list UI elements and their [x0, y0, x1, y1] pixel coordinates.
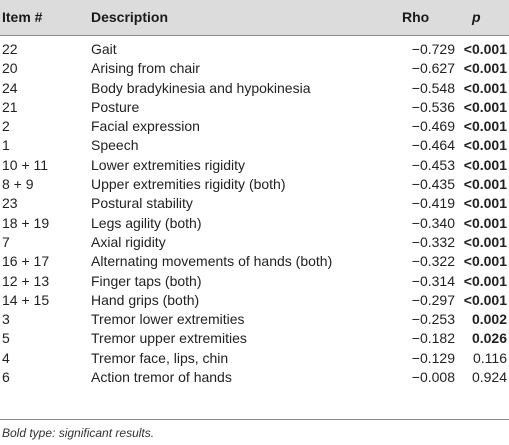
cell-p: <0.001: [463, 291, 507, 308]
cell-description: Tremor lower extremities: [91, 311, 245, 328]
cell-rho: −0.340: [411, 214, 455, 231]
header-rho: Rho: [402, 9, 430, 25]
table-row: 20 Arising from chair −0.627 <0.001: [0, 59, 509, 78]
cell-item: 3: [2, 311, 10, 328]
cell-rho: −0.182: [411, 330, 455, 347]
cell-p: <0.001: [463, 214, 507, 231]
cell-rho: −0.008: [411, 369, 455, 386]
cell-item: 2: [2, 118, 10, 135]
cell-p: <0.001: [463, 176, 507, 193]
table-row: 16 + 17 Alternating movements of hands (b…: [0, 252, 509, 271]
cell-description: Facial expression: [91, 118, 200, 135]
cell-item: 6: [2, 369, 10, 386]
cell-p: 0.002: [471, 311, 507, 328]
table-row: 7 Axial rigidity −0.332 <0.001: [0, 233, 509, 252]
cell-description: Axial rigidity: [91, 233, 166, 250]
cell-description: Body bradykinesia and hypokinesia: [91, 79, 311, 96]
table-row: 18 + 19 Legs agility (both) −0.340 <0.001: [0, 214, 509, 233]
table-footnote: Bold type: significant results.: [2, 426, 155, 440]
cell-item: 23: [2, 195, 18, 212]
cell-description: Legs agility (both): [91, 214, 202, 231]
cell-item: 12 + 13: [2, 272, 50, 289]
table-row: 22 Gait −0.729 <0.001: [0, 40, 509, 59]
cell-item: 1: [2, 137, 10, 154]
cell-description: Finger taps (both): [91, 272, 202, 289]
table-row: 5 Tremor upper extremities −0.182 0.026: [0, 329, 509, 348]
table-header: Item # Description Rho p: [0, 0, 509, 36]
cell-rho: −0.536: [411, 98, 455, 115]
header-p: p: [472, 9, 481, 25]
table-row: 6 Action tremor of hands −0.008 0.924: [0, 368, 509, 387]
cell-rho: −0.469: [411, 118, 455, 135]
cell-item: 8 + 9: [2, 176, 34, 193]
table-row: 2 Facial expression −0.469 <0.001: [0, 117, 509, 136]
cell-p: <0.001: [463, 156, 507, 173]
table-row: 10 + 11 Lower extremities rigidity −0.453 <…: [0, 156, 509, 175]
cell-rho: −0.464: [411, 137, 455, 154]
table-row: 24 Body bradykinesia and hypokinesia −0.54…: [0, 79, 509, 98]
cell-item: 5: [2, 330, 10, 347]
cell-rho: −0.253: [411, 311, 455, 328]
table-row: 1 Speech −0.464 <0.001: [0, 136, 509, 155]
table-body: 22 Gait −0.729 <0.001 20 Arising from chair −0…: [0, 36, 509, 387]
cell-description: Postural stability: [91, 195, 193, 212]
cell-rho: −0.332: [411, 233, 455, 250]
cell-description: Arising from chair: [91, 60, 200, 77]
cell-item: 18 + 19: [2, 214, 50, 231]
table-row: 3 Tremor lower extremities −0.253 0.002: [0, 310, 509, 329]
table-row: 14 + 15 Hand grips (both) −0.297 <0.001: [0, 291, 509, 310]
correlation-table: Item # Description Rho p 22 Gait −0.729 <0.…: [0, 0, 509, 387]
cell-item: 24: [2, 79, 18, 96]
table-row: 21 Posture −0.536 <0.001: [0, 98, 509, 117]
cell-rho: −0.453: [411, 156, 455, 173]
cell-description: Tremor face, lips, chin: [91, 349, 229, 366]
cell-p: <0.001: [463, 118, 507, 135]
header-item: Item #: [2, 9, 43, 25]
cell-rho: −0.297: [411, 291, 455, 308]
cell-p: 0.924: [471, 369, 507, 386]
cell-p: <0.001: [463, 60, 507, 77]
cell-item: 16 + 17: [2, 253, 50, 270]
cell-p: <0.001: [463, 98, 507, 115]
cell-rho: −0.627: [411, 60, 455, 77]
table-row: 4 Tremor face, lips, chin −0.129 0.116: [0, 349, 509, 368]
cell-p: <0.001: [463, 79, 507, 96]
table-bottom-rule: [0, 419, 509, 420]
cell-item: 4: [2, 349, 10, 366]
cell-description: Upper extremities rigidity (both): [91, 176, 286, 193]
cell-item: 22: [2, 41, 18, 57]
cell-description: Speech: [91, 137, 139, 154]
cell-rho: −0.729: [411, 41, 455, 57]
cell-p: <0.001: [463, 195, 507, 212]
cell-p: 0.026: [471, 330, 507, 347]
cell-description: Action tremor of hands: [91, 369, 232, 386]
cell-p: <0.001: [463, 41, 507, 57]
cell-p: <0.001: [463, 253, 507, 270]
table-row: 23 Postural stability −0.419 <0.001: [0, 194, 509, 213]
cell-description: Lower extremities rigidity: [91, 156, 246, 173]
cell-rho: −0.419: [411, 195, 455, 212]
cell-p: 0.116: [473, 349, 507, 366]
cell-rho: −0.129: [411, 349, 455, 366]
table-row: 8 + 9 Upper extremities rigidity (both) −0…: [0, 175, 509, 194]
cell-description: Alternating movements of hands (both): [91, 253, 333, 270]
cell-item: 20: [2, 60, 18, 77]
cell-item: 21: [2, 98, 18, 115]
cell-p: <0.001: [463, 272, 507, 289]
header-description: Description: [91, 9, 169, 25]
cell-rho: −0.314: [411, 272, 455, 289]
cell-description: Tremor upper extremities: [91, 330, 247, 347]
table-row: 12 + 13 Finger taps (both) −0.314 <0.001: [0, 272, 509, 291]
cell-rho: −0.435: [411, 176, 455, 193]
cell-item: 7: [2, 233, 10, 250]
cell-description: Hand grips (both): [91, 291, 200, 308]
cell-p: <0.001: [463, 233, 507, 250]
cell-description: Gait: [91, 41, 117, 57]
cell-item: 10 + 11: [2, 156, 49, 173]
cell-p: <0.001: [463, 137, 507, 154]
cell-item: 14 + 15: [2, 291, 50, 308]
cell-rho: −0.548: [411, 79, 455, 96]
cell-rho: −0.322: [411, 253, 455, 270]
cell-description: Posture: [91, 98, 140, 115]
